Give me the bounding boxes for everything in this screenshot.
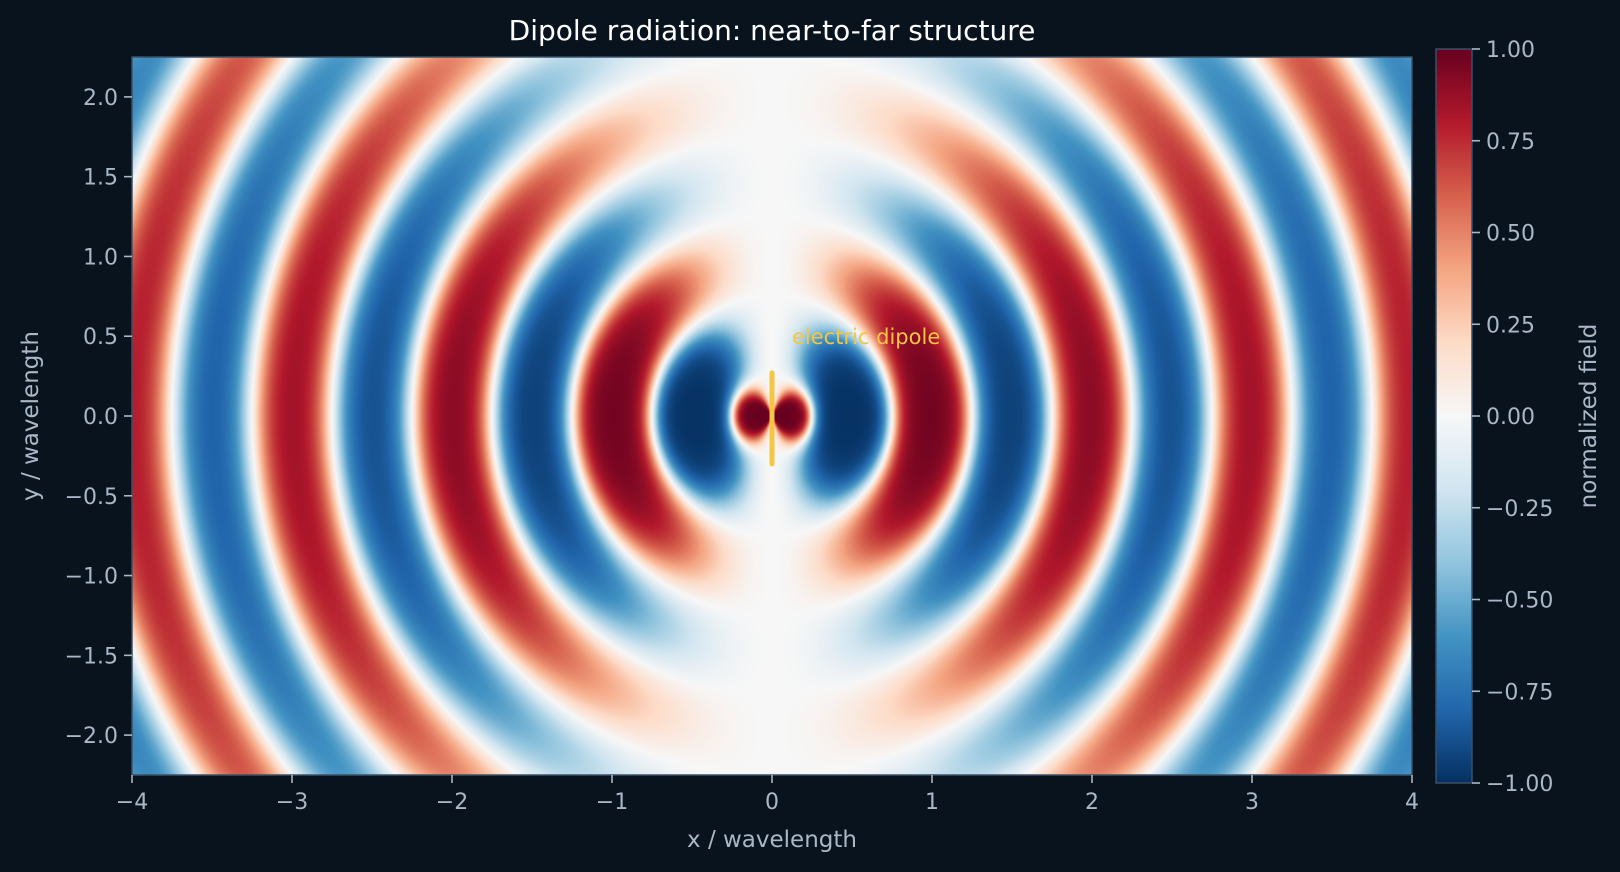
- y-axis-label: y / wavelength: [18, 331, 44, 501]
- x-tick-label: −4: [116, 790, 148, 815]
- colorbar-tick-label: 1.00: [1486, 38, 1535, 63]
- y-tick-label: 1.0: [83, 245, 118, 270]
- x-tick-label: −3: [276, 790, 308, 815]
- colorbar-tick-label: 0.50: [1486, 222, 1535, 247]
- colorbar-label: normalized field: [1576, 324, 1602, 509]
- y-axis-ticks: −2.0 −1.5 −1.0 −0.5 0.0 0.5 1.0 1.5 2.0: [65, 86, 132, 749]
- y-tick-label: 0.5: [83, 325, 118, 350]
- colorbar-tick-label: 0.25: [1486, 313, 1535, 338]
- colorbar-ticks: 1.00 0.75 0.50 0.25 0.00 −0.25 −0.50 −0.75 −1.00: [1472, 38, 1553, 797]
- colorbar-tick-label: −0.50: [1486, 589, 1553, 614]
- dipole-annotation: electric dipole: [792, 325, 940, 349]
- y-tick-label: −1.5: [65, 644, 118, 669]
- y-tick-label: 1.5: [83, 166, 118, 191]
- x-tick-label: 3: [1245, 790, 1259, 815]
- plot-area: electric dipole: [131, 56, 1413, 776]
- x-axis-ticks: −4 −3 −2 −1 0 1 2 3 4: [116, 775, 1419, 815]
- x-tick-label: −2: [436, 790, 468, 815]
- colorbar-tick-label: 0.75: [1486, 130, 1535, 155]
- x-tick-label: 1: [925, 790, 939, 815]
- colorbar-tick-label: 0.00: [1486, 405, 1535, 430]
- colorbar-tick-label: −0.25: [1486, 497, 1553, 522]
- x-tick-label: 0: [765, 790, 779, 815]
- chart-title: Dipole radiation: near-to-far structure: [509, 14, 1036, 47]
- y-tick-label: 0.0: [83, 405, 118, 430]
- y-tick-label: 2.0: [83, 86, 118, 111]
- y-tick-label: −0.5: [65, 485, 118, 510]
- colorbar-bar: [1436, 49, 1472, 783]
- x-tick-label: 4: [1405, 790, 1419, 815]
- x-tick-label: 2: [1085, 790, 1099, 815]
- x-tick-label: −1: [596, 790, 628, 815]
- colorbar: 1.00 0.75 0.50 0.25 0.00 −0.25 −0.50 −0.75 −1.00…: [1435, 38, 1602, 797]
- y-tick-label: −2.0: [65, 724, 118, 749]
- colorbar-tick-label: −0.75: [1486, 680, 1553, 705]
- x-axis-label: x / wavelength: [687, 827, 857, 853]
- colorbar-tick-label: −1.00: [1486, 772, 1553, 797]
- y-tick-label: −1.0: [65, 565, 118, 590]
